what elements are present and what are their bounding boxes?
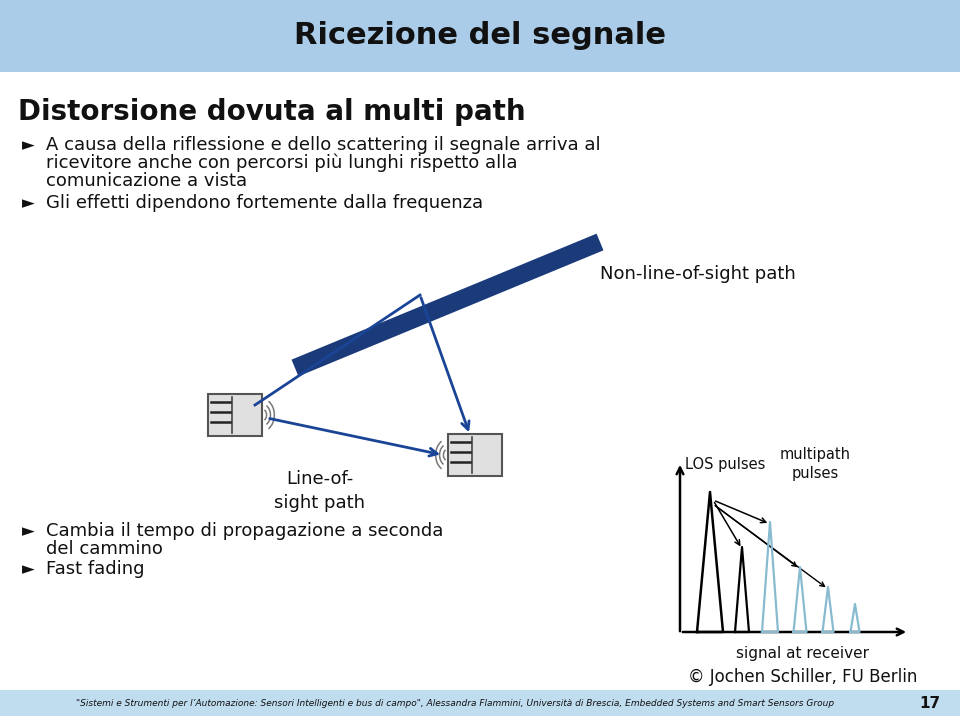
- Text: multipath
pulses: multipath pulses: [780, 447, 851, 480]
- Text: LOS pulses: LOS pulses: [684, 457, 765, 472]
- FancyBboxPatch shape: [448, 434, 502, 476]
- Text: ►: ►: [22, 136, 35, 154]
- Text: ►: ►: [22, 560, 35, 578]
- FancyBboxPatch shape: [208, 394, 262, 436]
- Bar: [0, 690, 960, 716]
- Text: comunicazione a vista: comunicazione a vista: [46, 172, 247, 190]
- Bar: [0, 0, 960, 72]
- Text: A causa della riflessione e dello scattering il segnale arriva al: A causa della riflessione e dello scatte…: [46, 136, 601, 154]
- Text: Fast fading: Fast fading: [46, 560, 145, 578]
- Text: © Jochen Schiller, FU Berlin: © Jochen Schiller, FU Berlin: [687, 668, 917, 686]
- Text: "Sistemi e Strumenti per l’Automazione: Sensori Intelligenti e bus di campo", Al: "Sistemi e Strumenti per l’Automazione: …: [76, 699, 834, 707]
- Text: Non-line-of-sight path: Non-line-of-sight path: [600, 265, 796, 283]
- Text: Gli effetti dipendono fortemente dalla frequenza: Gli effetti dipendono fortemente dalla f…: [46, 194, 483, 212]
- Text: 17: 17: [920, 695, 941, 710]
- Text: del cammino: del cammino: [46, 540, 163, 558]
- Text: ►: ►: [22, 522, 35, 540]
- Text: ►: ►: [22, 194, 35, 212]
- Text: signal at receiver: signal at receiver: [736, 646, 869, 661]
- Text: ricevitore anche con percorsi più lunghi rispetto alla: ricevitore anche con percorsi più lunghi…: [46, 154, 517, 173]
- Text: Cambia il tempo di propagazione a seconda: Cambia il tempo di propagazione a second…: [46, 522, 444, 540]
- Text: Ricezione del segnale: Ricezione del segnale: [294, 21, 666, 51]
- Text: Distorsione dovuta al multi path: Distorsione dovuta al multi path: [18, 98, 526, 126]
- Text: Line-of-
sight path: Line-of- sight path: [275, 470, 366, 512]
